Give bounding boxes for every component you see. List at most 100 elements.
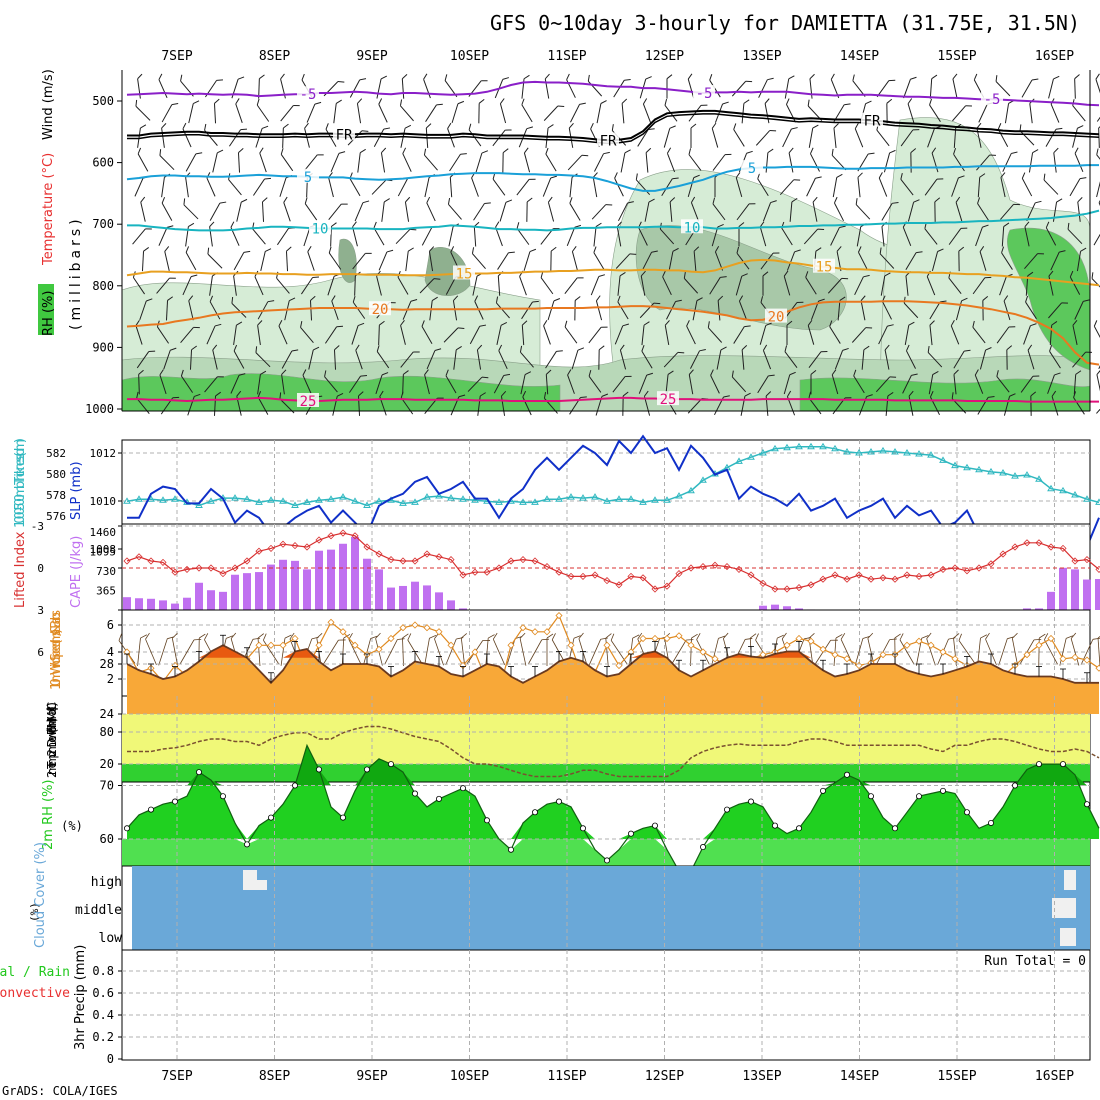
cape-bar — [387, 587, 395, 610]
wind-speed-point — [675, 632, 683, 640]
wind-barb — [206, 323, 222, 345]
wind-barb — [910, 148, 917, 173]
wind-barb — [373, 221, 385, 246]
wind-barb — [542, 175, 558, 197]
wind-barb — [423, 148, 438, 171]
rh-tick-label: 60 — [100, 832, 114, 846]
wind-barb — [622, 391, 629, 416]
li-point — [831, 571, 839, 579]
wind-speed-point — [519, 624, 527, 632]
wind-barb — [810, 147, 820, 172]
li-tick-label: 3 — [37, 604, 44, 617]
wind-barb — [995, 75, 1011, 97]
rh-point — [171, 798, 178, 805]
cape-bar — [447, 600, 455, 610]
wind-barb — [351, 322, 365, 345]
wind-barb — [324, 370, 338, 393]
wind-barb — [812, 196, 818, 222]
wind-barb — [300, 321, 314, 344]
thickness-point — [795, 442, 803, 450]
surface-wind-barb — [854, 635, 870, 666]
isotherm-label: 10 — [684, 220, 701, 236]
cape-bar — [219, 591, 227, 610]
wind-speed-point — [711, 655, 719, 663]
wind-speed-point — [435, 628, 443, 636]
temp-tick-label: 20 — [100, 757, 114, 771]
wind-barb — [158, 225, 174, 246]
thickness-point — [987, 467, 995, 475]
wind-barb — [759, 221, 767, 247]
day-label-top: 16SEP — [1035, 49, 1074, 64]
y-tick-label: 1000 — [85, 402, 114, 416]
wind-speed-point — [1047, 634, 1055, 643]
isotherm-label: 25 — [300, 394, 317, 410]
wind-barb — [663, 125, 676, 148]
wind-barb — [733, 325, 751, 344]
precip-legend-total: Total / Rain — [0, 965, 70, 980]
wind-speed-point — [687, 641, 695, 649]
wind-barb — [711, 122, 719, 148]
rh-point — [724, 806, 731, 813]
li-point — [1047, 543, 1055, 551]
isotherm-label: -5 — [300, 87, 317, 103]
li-point — [711, 561, 719, 569]
li-point — [399, 557, 407, 565]
rh-point — [964, 809, 971, 816]
wind-barb — [931, 147, 939, 173]
li-point — [471, 568, 479, 576]
isotherm-25 — [127, 396, 1099, 403]
wind-barb — [1074, 299, 1090, 320]
thickness-point — [471, 496, 479, 503]
cape-bar — [363, 558, 371, 610]
day-label-top: 8SEP — [259, 49, 290, 64]
wind-barb — [300, 276, 320, 295]
ylabel-cape: CAPE (J/kg) — [69, 536, 84, 608]
wind-barb — [1000, 203, 1020, 220]
surface-wind-barb — [424, 634, 437, 666]
wind-speed-point — [651, 634, 659, 643]
wind-barb — [1001, 222, 1010, 247]
chart-title: GFS 0~10day 3-hourly for DAMIETTA (31.75… — [490, 11, 1080, 35]
rh-point — [556, 798, 563, 805]
wind-barb — [686, 320, 696, 345]
thickness-point — [399, 499, 407, 506]
wind-barb — [738, 295, 748, 320]
wind-barb — [927, 345, 943, 368]
thickness-point — [879, 446, 887, 454]
wind-barb — [784, 345, 798, 369]
cape-bar — [459, 608, 467, 610]
cape-bar — [375, 569, 383, 610]
wind-speed-point — [423, 624, 431, 632]
li-point — [483, 568, 491, 576]
surface-wind-barb — [384, 638, 405, 665]
wind-barb — [958, 246, 965, 272]
wind-barb — [1001, 246, 1013, 270]
wind-barb — [139, 298, 153, 321]
wind-barb — [1023, 323, 1037, 345]
thickness-point — [759, 449, 767, 456]
wind-speed-point — [471, 648, 479, 656]
wind-barb — [641, 344, 653, 369]
cape-bar — [159, 600, 167, 610]
wind-barb — [736, 203, 756, 221]
li-tick-label: -3 — [31, 520, 44, 533]
li-point — [411, 557, 419, 565]
wind-barb — [330, 151, 346, 173]
wind-barb — [545, 369, 552, 395]
cape-bar — [171, 603, 179, 610]
wind-barb — [161, 103, 179, 123]
wind-barb — [428, 246, 435, 272]
wind-barb — [783, 371, 796, 395]
wind-barb — [809, 73, 815, 99]
wind-barb — [1091, 272, 1100, 294]
thickness-point — [135, 495, 143, 502]
thickness-point — [375, 497, 383, 504]
ylabel-millibars: (millibars) — [68, 215, 84, 330]
wind-barb — [614, 172, 624, 197]
wind-speed-point — [663, 634, 671, 643]
wind-barb — [617, 271, 626, 296]
wind-barb — [711, 223, 724, 247]
ylabel-rh2m: 2m RH (%) — [41, 779, 56, 850]
ylabel-wind-speed: 10m Wind Speed (m/s) & Barbs — [49, 610, 64, 690]
wind-barb — [977, 173, 986, 198]
